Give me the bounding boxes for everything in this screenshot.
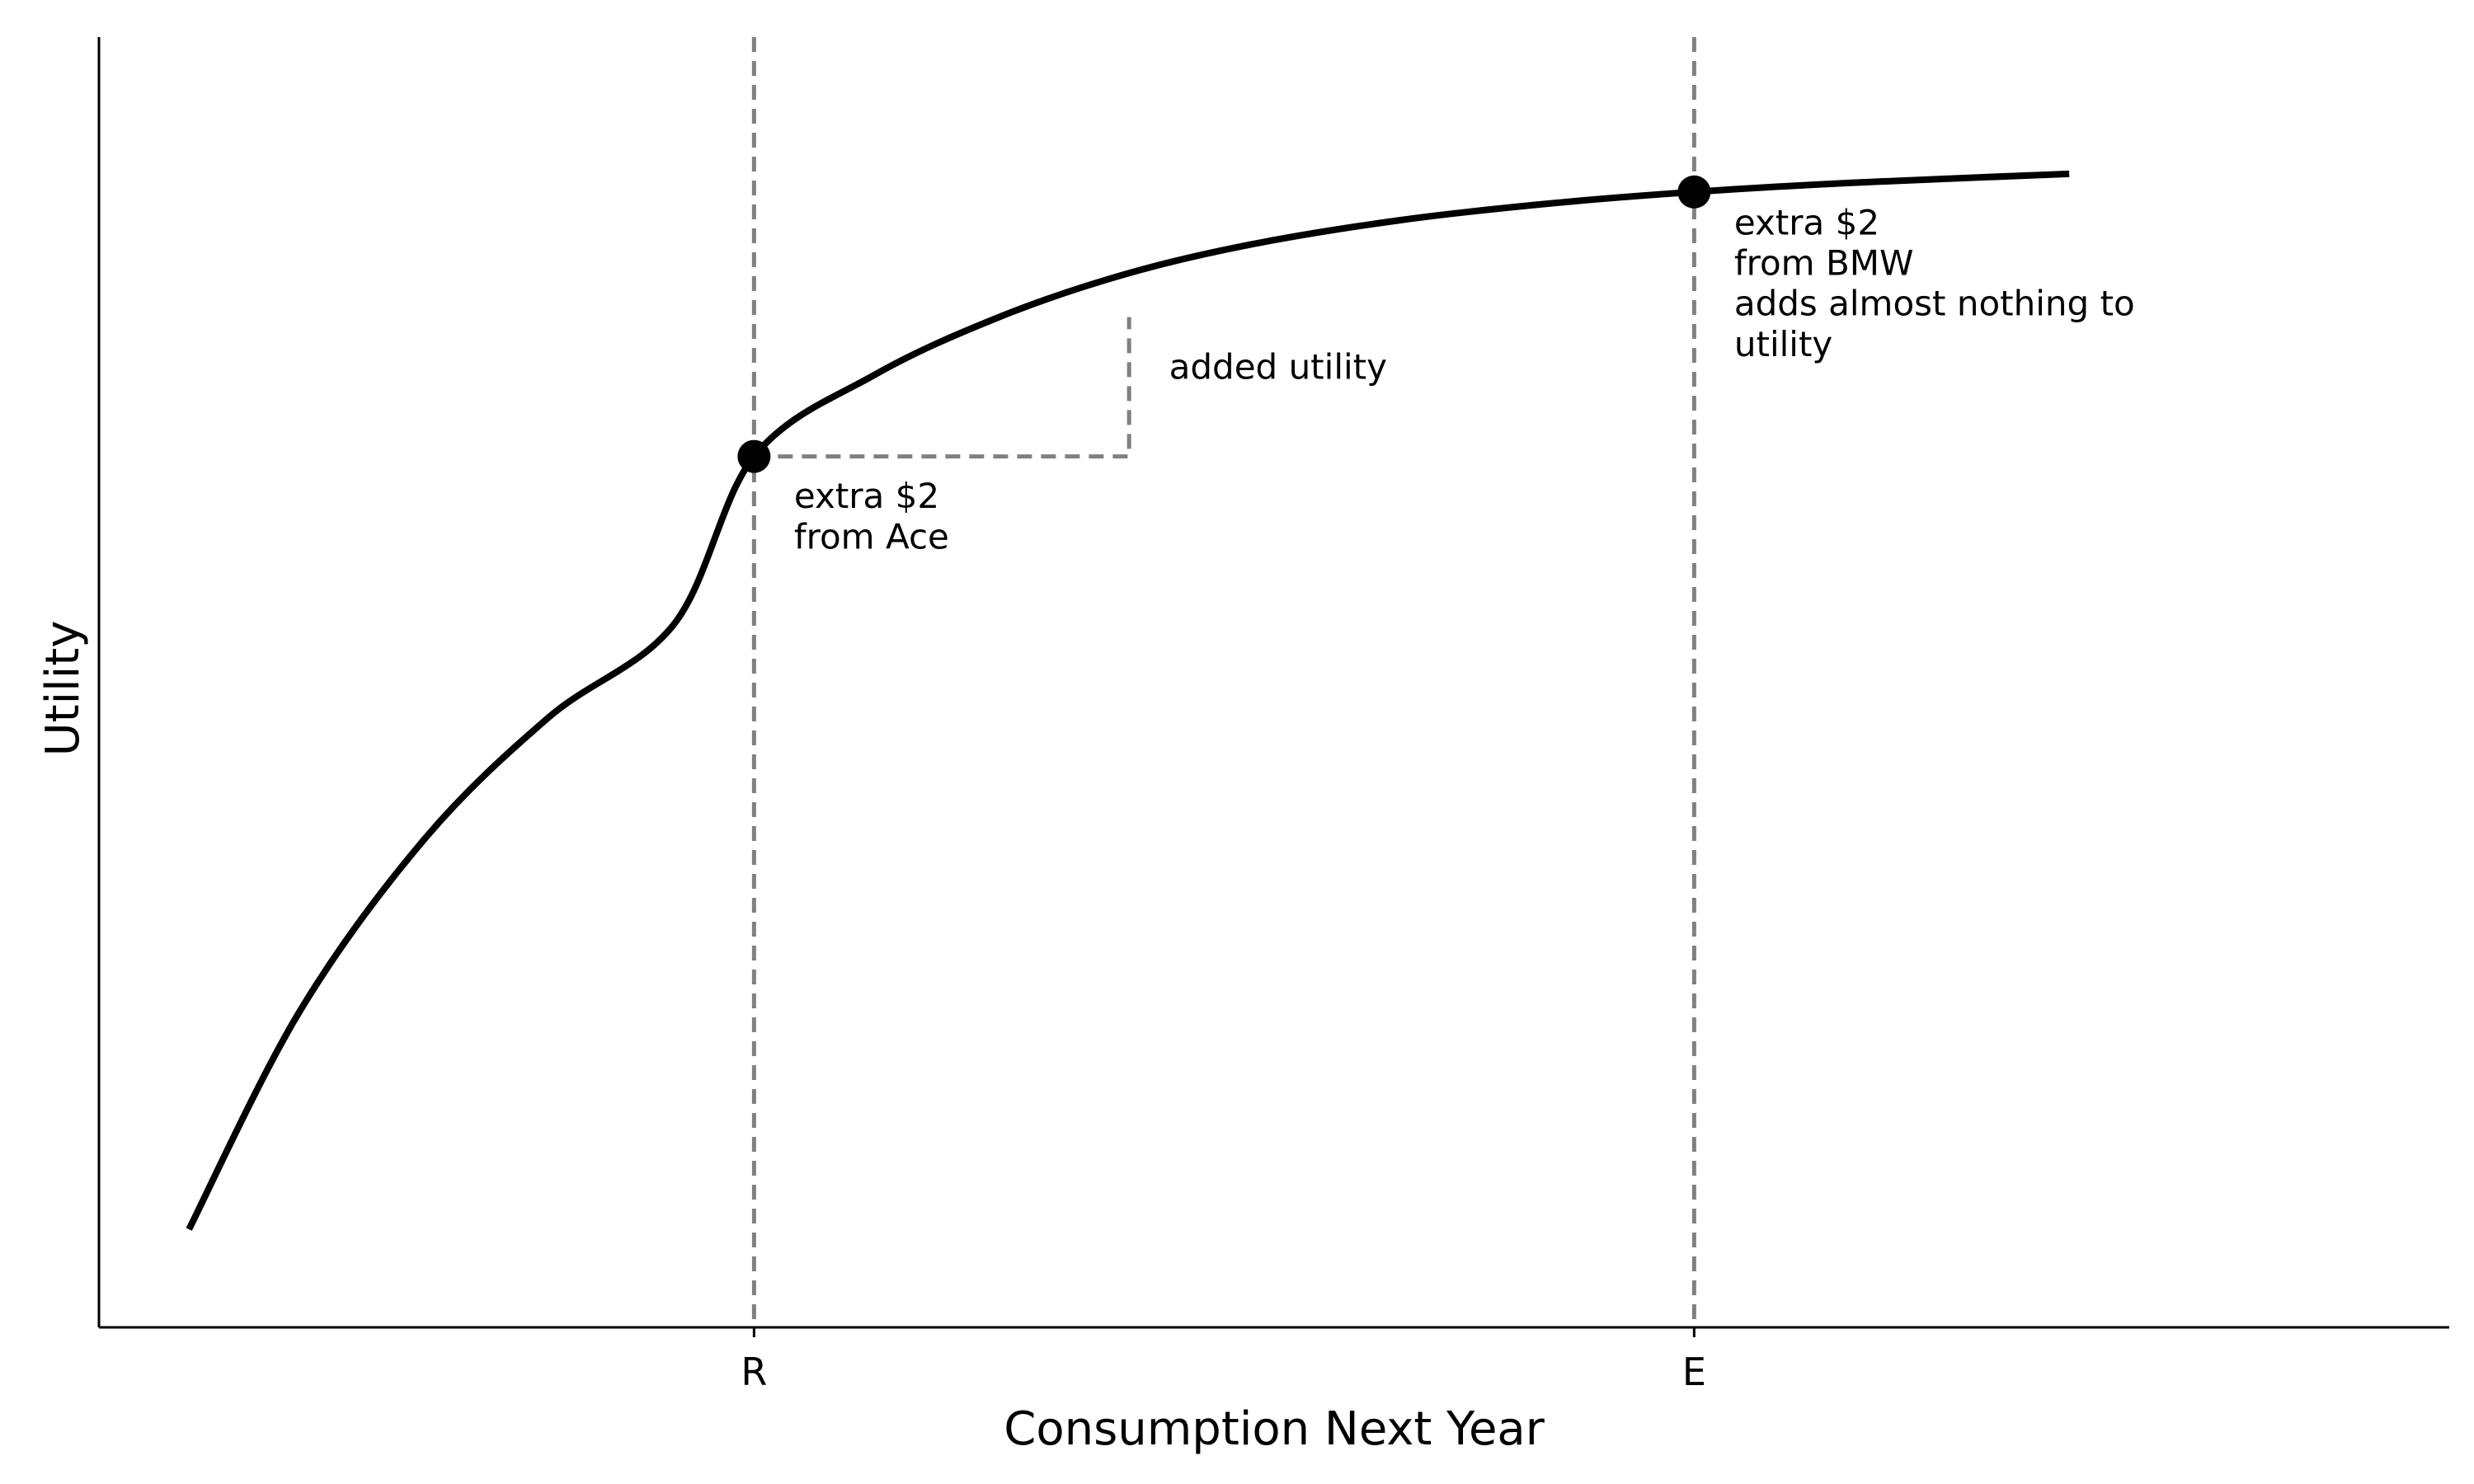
annotation-line: utility	[1734, 324, 1832, 364]
annotation-line: from BMW	[1734, 243, 1914, 284]
utility-curve	[186, 170, 2070, 1231]
annotation-text: extra $2 from BMW adds almost nothing to ut…	[1734, 202, 2135, 364]
reference-lines-layer	[751, 37, 1696, 1327]
series-layer	[186, 170, 2070, 1231]
y-axis-title: Utility	[36, 621, 90, 757]
annotation-text: extra $2 from Ace	[794, 476, 949, 556]
annotation-line: extra $2	[1734, 202, 1879, 242]
x-tick-label: E	[1682, 1350, 1706, 1394]
axes-layer	[97, 37, 2449, 1337]
annotation-line: adds almost nothing to	[1734, 284, 2135, 324]
annotation-line: extra $2	[794, 476, 939, 516]
points-layer	[737, 175, 1711, 473]
x-axis-title: Consumption Next Year	[1004, 1402, 1545, 1456]
utility-point-marker	[737, 439, 771, 473]
annotation-line: added utility	[1169, 347, 1387, 387]
utility-step-guide	[754, 317, 1131, 459]
annotation-line: from Ace	[794, 516, 949, 556]
utility-point-marker	[1677, 175, 1711, 209]
annotation-text: added utility	[1169, 347, 1387, 387]
x-tick-label: R	[741, 1350, 767, 1394]
